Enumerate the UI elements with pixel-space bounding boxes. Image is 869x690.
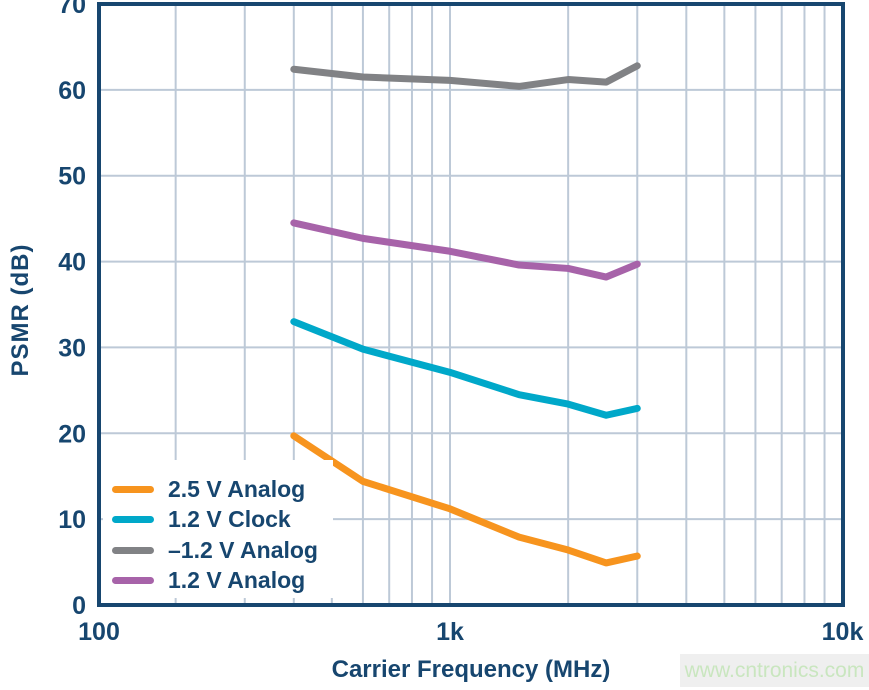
legend-swatch (112, 577, 154, 585)
y-axis-title: PSMR (dB) (7, 243, 34, 377)
legend-swatch (112, 516, 154, 524)
series-line (290, 219, 641, 281)
x-axis-title: Carrier Frequency (MHz) (331, 656, 611, 683)
y-tick-label: 50 (58, 163, 86, 191)
series-line (290, 432, 641, 567)
y-tick-label: 30 (58, 334, 86, 362)
legend-label: 2.5 V Analog (168, 475, 306, 502)
plot-border (97, 2, 845, 607)
x-tick-label: 10k (822, 618, 864, 646)
legend-label: 1.2 V Analog (168, 567, 306, 594)
legend-label: –1.2 V Analog (168, 536, 318, 563)
y-tick-label: 60 (58, 77, 86, 105)
x-tick-label: 100 (78, 618, 120, 646)
legend-item: 1.2 V Clock (103, 505, 333, 536)
y-tick-label: 10 (58, 506, 86, 534)
y-tick-label: 20 (58, 420, 86, 448)
legend-item: 1.2 V Analog (103, 566, 333, 597)
x-tick-label: 1k (436, 618, 464, 646)
watermark-text: www.cntronics.com (680, 654, 869, 687)
series-line (290, 62, 641, 90)
legend: 2.5 V Analog 1.2 V Clock –1.2 V Analog 1.2 … (103, 460, 333, 598)
legend-item: 2.5 V Analog (103, 474, 333, 505)
series-line (290, 318, 641, 419)
legend-label: 1.2 V Clock (168, 506, 291, 533)
y-tick-label: 0 (72, 592, 86, 620)
y-tick-label: 70 (58, 0, 86, 19)
legend-item: –1.2 V Analog (103, 535, 333, 566)
legend-swatch (112, 546, 154, 554)
legend-swatch (112, 485, 154, 493)
y-tick-label: 40 (58, 249, 86, 277)
